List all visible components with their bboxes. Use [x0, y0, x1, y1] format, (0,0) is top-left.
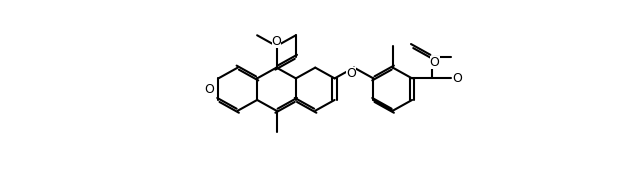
- Text: O: O: [204, 83, 214, 96]
- Text: O: O: [452, 72, 462, 85]
- Text: O: O: [271, 35, 281, 48]
- Text: O: O: [430, 56, 440, 69]
- Text: O: O: [346, 67, 356, 80]
